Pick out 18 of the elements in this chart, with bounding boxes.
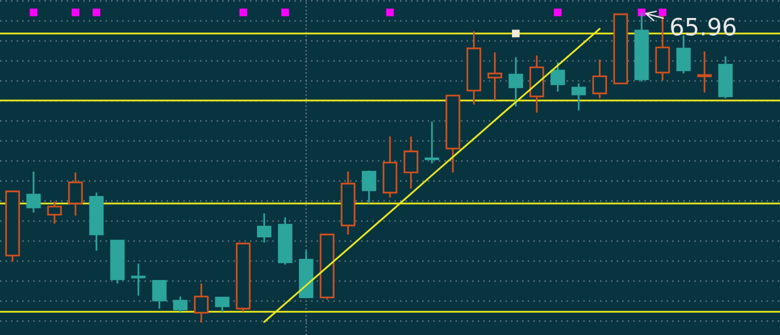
- candlestick: [466, 30, 482, 106]
- candlestick: [508, 56, 523, 108]
- candlestick: [718, 56, 733, 100]
- candlestick: [131, 262, 146, 296]
- candlestick: [340, 170, 356, 236]
- candlestick: [26, 170, 41, 214]
- candlestick: [488, 52, 502, 102]
- candlestick: [194, 282, 209, 324]
- candlestick: [382, 136, 398, 198]
- candlestick: [68, 172, 83, 216]
- candlestick: [529, 54, 544, 114]
- candlestick: [89, 192, 104, 252]
- annotation: 65.96: [671, 18, 736, 36]
- candlestick: [697, 50, 712, 94]
- candlestick: [404, 136, 418, 190]
- candlestick: [424, 120, 440, 164]
- candlestick: [47, 200, 62, 224]
- candlestick: [676, 34, 691, 74]
